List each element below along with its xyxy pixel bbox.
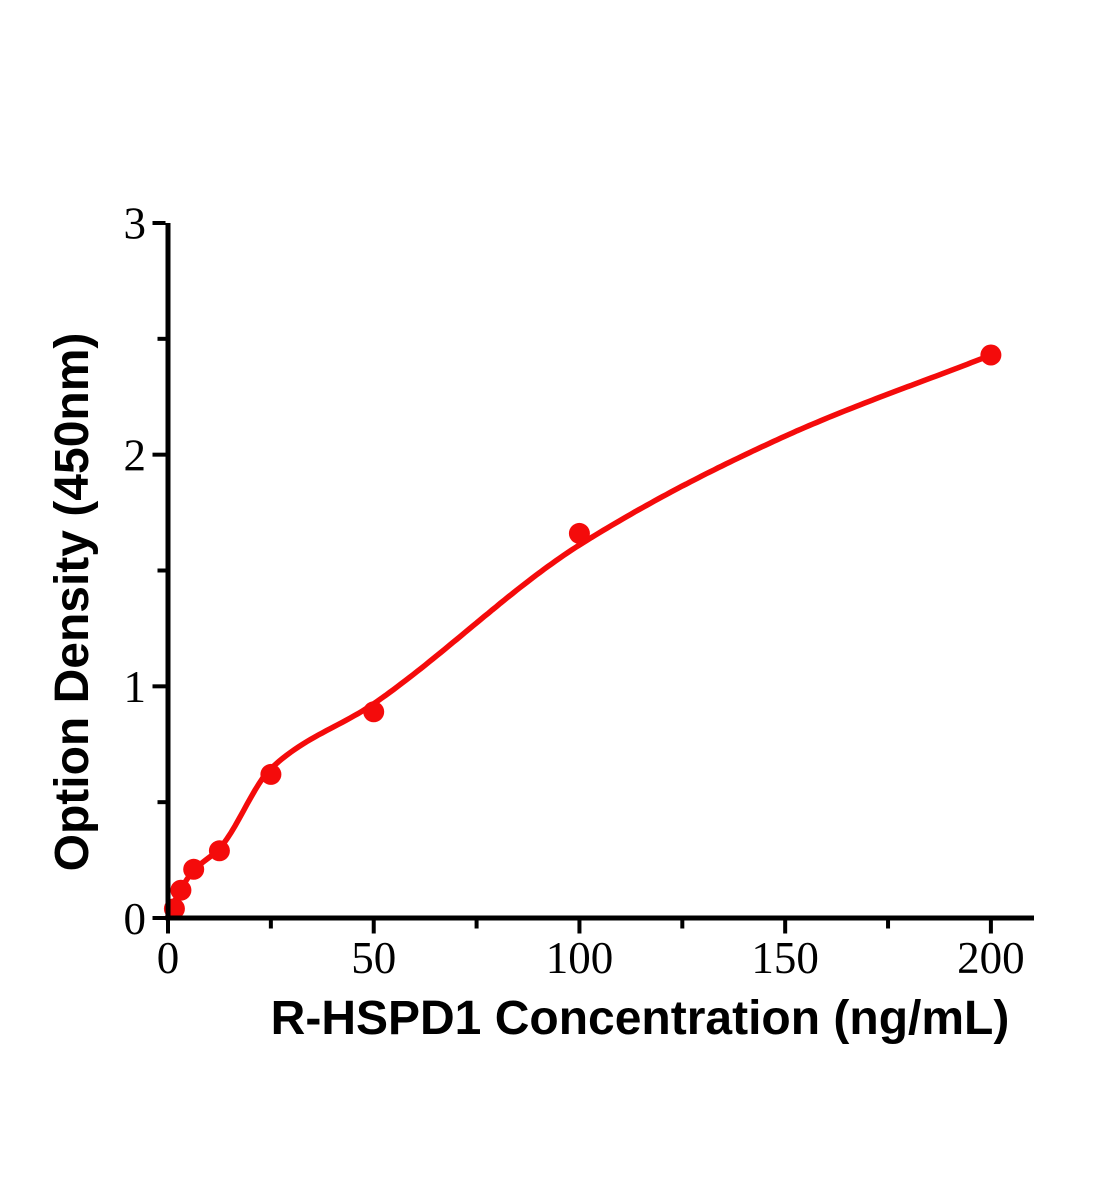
y-tick-label: 3: [124, 199, 147, 249]
y-tick-label: 1: [124, 662, 147, 712]
y-tick-label: 2: [124, 430, 147, 480]
data-point: [170, 879, 192, 901]
data-point: [568, 522, 590, 544]
x-tick-label: 100: [546, 933, 614, 983]
data-point: [183, 858, 205, 880]
fit-curve: [165, 352, 994, 919]
data-point: [980, 344, 1002, 366]
x-tick-label: 0: [157, 933, 180, 983]
data-point: [208, 840, 230, 862]
x-tick-label: 200: [957, 933, 1025, 983]
data-point: [260, 763, 282, 785]
y-axis-title: Option Density (450nm): [46, 333, 99, 872]
x-tick-label: 50: [351, 933, 396, 983]
y-tick-label: 0: [124, 894, 147, 944]
x-axis-title: R-HSPD1 Concentration (ng/mL): [271, 992, 1010, 1045]
x-tick-label: 150: [751, 933, 819, 983]
data-point: [363, 701, 385, 723]
